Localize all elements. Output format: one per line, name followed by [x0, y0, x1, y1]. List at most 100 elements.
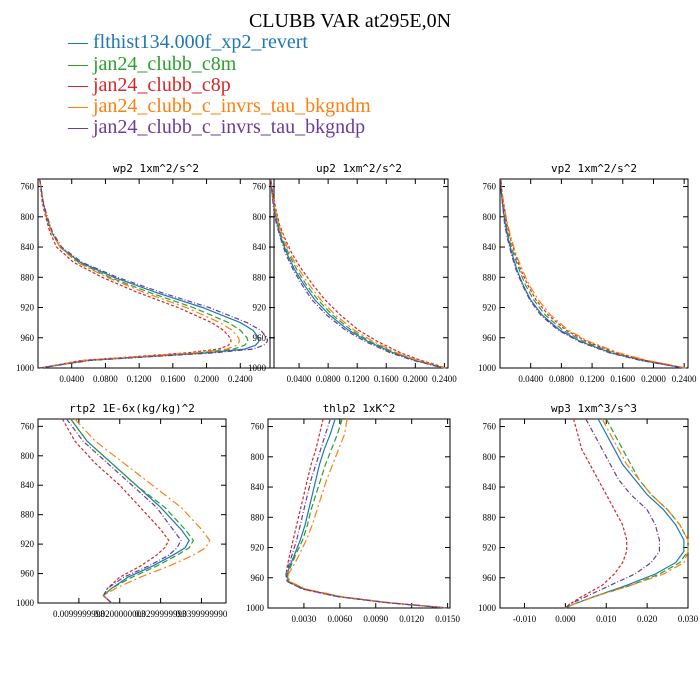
x-tick-label: 0.0299999993	[135, 609, 187, 619]
y-tick-label: 880	[483, 512, 497, 522]
panels: wp2 1xm^2/s^2 760 800 840 880 920 960 1000 0.040…	[16, 162, 699, 624]
series-line	[500, 178, 685, 369]
x-tick-label: 0.0030	[292, 614, 317, 624]
y-tick-label: 800	[251, 452, 265, 462]
y-tick-label: 960	[483, 573, 497, 583]
series-line	[565, 418, 689, 609]
x-tick-label: 0.0150	[435, 614, 460, 624]
x-tick-label: 0.0399999990	[176, 609, 228, 619]
y-tick-label: 960	[483, 333, 497, 343]
series-line	[39, 178, 241, 369]
x-tick-label: 0.0800	[549, 374, 574, 384]
y-tick-label: 800	[483, 212, 497, 222]
series-line	[500, 178, 684, 369]
x-tick-label: 0.0090	[363, 614, 388, 624]
panel-title: up2 1xm^2/s^2	[316, 162, 402, 175]
x-tick-label: 0.0099999998	[53, 609, 105, 619]
y-tick-label: 840	[253, 242, 267, 252]
chart-panel: vp2 1xm^2/s^2 760 800 840 880 920 960 1000 0.040…	[478, 162, 697, 384]
y-tick-label: 1000	[16, 363, 35, 373]
y-tick-label: 800	[21, 451, 35, 461]
y-tick-label: 760	[251, 422, 265, 432]
series-line	[500, 178, 685, 369]
x-tick-label: 0.030	[678, 614, 699, 624]
y-tick-label: 1000	[248, 363, 267, 373]
y-tick-label: 920	[251, 543, 265, 553]
y-tick-label: 920	[483, 543, 497, 553]
y-tick-label: 960	[253, 333, 267, 343]
panel-title: wp2 1xm^2/s^2	[113, 162, 199, 175]
y-tick-label: 840	[483, 242, 497, 252]
y-tick-label: 880	[21, 510, 35, 520]
series-line	[39, 178, 232, 369]
series-line	[285, 418, 448, 609]
plot-frame	[499, 178, 689, 369]
series-line	[70, 418, 190, 604]
series-line	[270, 178, 446, 369]
x-tick-label: 0.0400	[518, 374, 543, 384]
legend-item: — jan24_clubb_c8m	[67, 53, 237, 75]
x-tick-label: 0.2400	[432, 374, 457, 384]
x-tick-label: -0.010	[513, 614, 537, 624]
x-tick-label: 0.000	[555, 614, 576, 624]
series-line	[287, 418, 448, 609]
x-tick-label: 0.0800	[316, 374, 341, 384]
y-tick-label: 880	[483, 272, 497, 282]
plot-frame	[269, 178, 449, 369]
y-tick-label: 840	[483, 482, 497, 492]
chart-panel: wp2 1xm^2/s^2 760 800 840 880 920 960 1000 0.040…	[16, 162, 275, 384]
y-tick-label: 920	[483, 303, 497, 313]
x-tick-label: 0.0400	[287, 374, 312, 384]
y-tick-label: 760	[483, 182, 497, 192]
legend-item: — jan24_clubb_c_invrs_tau_bkgndm	[67, 95, 371, 117]
legend-item: — jan24_clubb_c_invrs_tau_bkgndp	[67, 116, 365, 138]
series-line	[61, 418, 170, 604]
series-line	[286, 418, 448, 609]
y-tick-label: 1000	[16, 598, 35, 608]
x-tick-label: 0.2400	[228, 374, 253, 384]
x-tick-label: 0.1200	[127, 374, 152, 384]
panel-title: vp2 1xm^2/s^2	[551, 162, 637, 175]
y-tick-label: 1000	[246, 603, 265, 613]
plot-frame	[499, 418, 689, 609]
y-tick-label: 960	[21, 333, 35, 343]
x-tick-label: 0.1600	[160, 374, 185, 384]
y-tick-label: 920	[253, 303, 267, 313]
x-tick-label: 0.1200	[345, 374, 370, 384]
series-line	[500, 178, 686, 369]
y-tick-label: 800	[253, 212, 267, 222]
legend-item: — flthist134.000f_xp2_revert	[67, 31, 308, 53]
figure-title: CLUBB VAR at295E,0N	[249, 10, 451, 32]
y-tick-label: 880	[21, 272, 35, 282]
y-tick-label: 1000	[478, 603, 497, 613]
chart-panel: thlp2 1xK^2 760 800 840 880 920 960 1000 0.0030 0…	[246, 402, 460, 624]
series-line	[66, 418, 182, 604]
y-tick-label: 840	[251, 482, 265, 492]
x-tick-label: 0.010	[596, 614, 617, 624]
series-line	[564, 418, 661, 609]
series-line	[565, 418, 685, 609]
y-tick-label: 1000	[478, 363, 497, 373]
x-tick-label: 0.2000	[641, 374, 666, 384]
panel-title: wp3 1xm^3/s^3	[551, 402, 637, 415]
x-tick-label: 0.0200000003	[94, 609, 146, 619]
plot-frame	[37, 418, 227, 604]
y-tick-label: 760	[253, 182, 267, 192]
legend-item: — jan24_clubb_c8p	[67, 74, 231, 96]
y-tick-label: 800	[483, 452, 497, 462]
x-tick-label: 0.0800	[93, 374, 118, 384]
y-tick-label: 800	[21, 212, 35, 222]
series-line	[285, 418, 448, 609]
x-tick-label: 0.1600	[610, 374, 635, 384]
panel-title: rtp2 1E-6x(kg/kg)^2	[69, 402, 195, 415]
series-line	[74, 418, 211, 604]
y-tick-label: 760	[21, 421, 35, 431]
y-tick-label: 760	[483, 422, 497, 432]
y-tick-label: 960	[251, 573, 265, 583]
series-line	[286, 418, 448, 609]
y-tick-label: 920	[21, 539, 35, 549]
series-line	[564, 418, 628, 609]
y-tick-label: 920	[21, 303, 35, 313]
plot-frame	[37, 178, 275, 369]
x-tick-label: 0.0060	[327, 614, 352, 624]
